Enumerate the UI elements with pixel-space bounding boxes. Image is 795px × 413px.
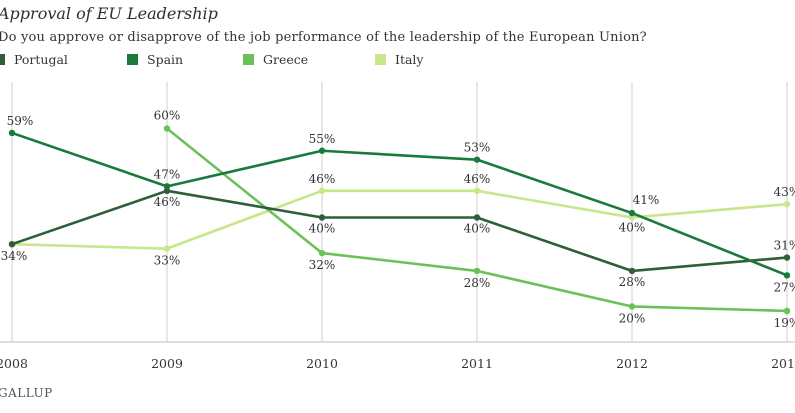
data-point-portugal-2008 xyxy=(8,241,16,248)
data-label-italy-2011: 46% xyxy=(464,172,491,186)
x-tick-label-2011: 2011 xyxy=(461,356,493,371)
series-portugal xyxy=(8,187,791,275)
series-italy xyxy=(8,187,791,252)
data-point-portugal-2013 xyxy=(783,254,791,261)
legend-label-spain: Spain xyxy=(147,52,184,67)
data-point-spain-2013 xyxy=(783,272,791,279)
data-point-spain-2009 xyxy=(163,183,171,190)
chart-title: Approval of EU Leadership xyxy=(0,4,218,23)
data-label-italy-2009: 33% xyxy=(154,254,181,268)
legend-item-greece: Greece xyxy=(243,52,308,67)
data-label-portugal-2010: 40% xyxy=(309,222,336,236)
data-label-italy-2012: 40% xyxy=(619,221,646,235)
data-point-portugal-2011 xyxy=(473,214,481,221)
data-point-spain-2012 xyxy=(628,209,636,217)
legend-label-greece: Greece xyxy=(263,52,309,67)
series-greece xyxy=(163,125,791,315)
series-line-spain xyxy=(11,131,788,277)
data-point-italy-2011 xyxy=(473,187,481,194)
legend-label-portugal: Portugal xyxy=(14,52,68,67)
data-point-greece-2011 xyxy=(473,267,481,275)
data-label-greece-2012: 20% xyxy=(619,312,646,326)
data-label-portugal-2008: 34% xyxy=(1,249,28,263)
legend-swatch-spain xyxy=(127,54,138,65)
legend-item-spain: Spain xyxy=(127,52,183,67)
x-tick-label-2010: 2010 xyxy=(306,356,338,371)
series-spain xyxy=(8,129,791,279)
data-label-portugal-2009: 46% xyxy=(154,195,181,209)
series-line-portugal xyxy=(11,189,788,273)
data-label-greece-2011: 28% xyxy=(464,276,491,290)
data-point-italy-2013 xyxy=(783,200,791,208)
legend-item-italy: Italy xyxy=(375,52,423,67)
data-label-portugal-2011: 40% xyxy=(464,222,491,236)
x-tick-label-2008: 2008 xyxy=(0,356,28,371)
legend-label-italy: Italy xyxy=(395,52,424,67)
x-tick-label-2013: 2013 xyxy=(771,356,795,371)
x-tick-label-2012: 2012 xyxy=(616,356,648,371)
source-label: GALLUP xyxy=(0,386,53,400)
data-point-spain-2010 xyxy=(318,147,326,154)
data-point-greece-2012 xyxy=(628,303,636,310)
legend-swatch-italy xyxy=(375,54,386,65)
legend-swatch-greece xyxy=(243,54,254,65)
data-label-spain-2008: 59% xyxy=(7,114,34,128)
chart-subtitle: Do you approve or disapprove of the job … xyxy=(0,30,647,45)
data-point-italy-2012 xyxy=(628,214,636,221)
data-point-greece-2009 xyxy=(163,125,171,132)
legend-item-portugal: Portugal xyxy=(0,52,68,67)
data-label-italy-2013: 43% xyxy=(774,185,795,199)
data-label-greece-2010: 32% xyxy=(309,258,336,272)
data-label-portugal-2012: 28% xyxy=(619,275,646,289)
data-point-portugal-2009 xyxy=(163,187,171,194)
data-point-spain-2011 xyxy=(473,156,481,163)
data-label-portugal-2013: 31% xyxy=(774,239,795,253)
data-label-italy-2010: 46% xyxy=(309,172,336,186)
data-point-italy-2010 xyxy=(318,187,326,194)
data-label-greece-2013: 19% xyxy=(774,316,795,330)
data-point-spain-2008 xyxy=(8,129,16,137)
data-point-greece-2010 xyxy=(318,249,326,257)
data-point-greece-2013 xyxy=(783,307,791,315)
x-tick-label-2009: 2009 xyxy=(151,356,183,371)
data-label-greece-2009: 60% xyxy=(154,109,181,123)
data-point-portugal-2012 xyxy=(628,267,636,275)
legend-swatch-portugal xyxy=(0,54,5,65)
data-point-portugal-2010 xyxy=(318,214,326,221)
data-label-spain-2011: 53% xyxy=(464,141,491,155)
data-label-spain-2010: 55% xyxy=(309,132,336,146)
data-point-italy-2009 xyxy=(163,245,171,252)
data-label-spain-2012: 41% xyxy=(633,193,660,207)
series-line-italy xyxy=(11,189,788,250)
data-label-spain-2013: 27% xyxy=(774,280,795,294)
data-label-spain-2009: 47% xyxy=(154,167,181,181)
